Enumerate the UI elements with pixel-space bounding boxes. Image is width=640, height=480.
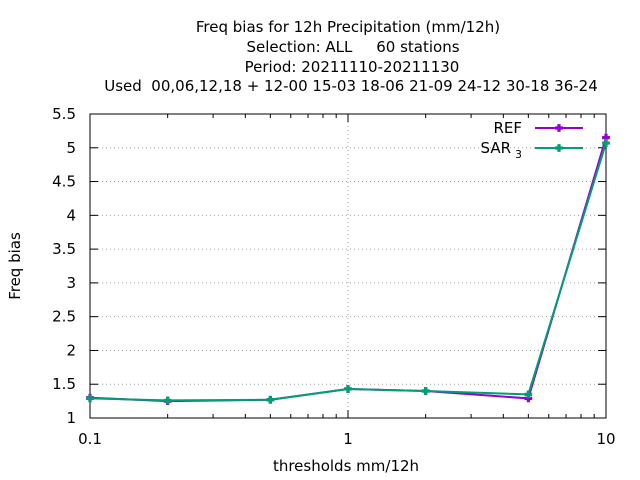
x-tick-label: 10 [596, 430, 615, 448]
y-tick-label: 2.5 [52, 308, 76, 326]
legend-entry: SAR 3 [481, 139, 583, 161]
x-tick-label: 1 [343, 430, 353, 448]
legend-label: SAR 3 [481, 139, 522, 161]
series-layer [86, 133, 610, 406]
legend-entry: REF [493, 119, 583, 137]
x-axis-label: thresholds mm/12h [273, 457, 419, 475]
data-point [602, 133, 610, 142]
title-line-2: Selection: ALL 60 stations [246, 38, 459, 56]
y-tick-label: 2 [66, 341, 76, 359]
legend: REF SAR 3 [481, 119, 583, 161]
data-point [266, 395, 275, 404]
data-point [344, 385, 352, 393]
series-line [89, 137, 607, 403]
grid-layer [90, 114, 606, 418]
y-tick-label: 5 [66, 139, 76, 157]
legend-label-subscript: 3 [515, 148, 522, 161]
data-point [555, 144, 563, 152]
chart-title: Freq bias for 12h Precipitation (mm/12h)… [104, 18, 598, 95]
y-tick-label: 1.5 [52, 375, 76, 393]
data-point [602, 139, 610, 147]
series-line [89, 142, 607, 402]
data-point [421, 387, 430, 395]
series-sar [86, 139, 610, 405]
title-line-4: Used 00,06,12,18 + 12-00 15-03 18-06 21-… [104, 77, 598, 95]
title-line-1: Freq bias for 12h Precipitation (mm/12h) [196, 18, 500, 36]
y-tick-label: 5.5 [52, 105, 76, 123]
tick-layer: 11.522.533.544.555.50.1 1 10 [52, 105, 615, 448]
y-tick-label: 4 [66, 206, 76, 224]
y-tick-label: 3 [66, 274, 76, 292]
y-axis-label: Freq bias [6, 232, 24, 300]
y-tick-label: 3.5 [52, 240, 76, 258]
data-point [163, 396, 172, 405]
title-line-3: Period: 20211110-20211130 [245, 58, 460, 76]
data-point [524, 390, 533, 399]
x-tick-label: 0.1 [78, 430, 102, 448]
y-tick-label: 1 [66, 409, 76, 427]
legend-label: REF [493, 119, 522, 137]
data-point [86, 394, 94, 403]
plot-frame [89, 113, 607, 419]
data-point [555, 124, 563, 132]
y-tick-label: 4.5 [52, 173, 76, 191]
